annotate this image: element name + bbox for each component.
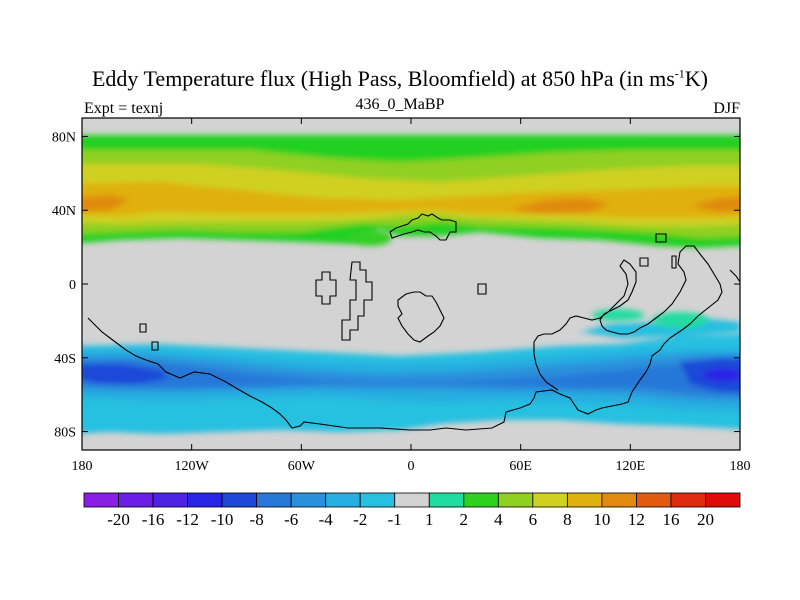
- coastline-island-1: [139, 323, 147, 333]
- colorbar-label: -8: [250, 510, 264, 529]
- sh-band-minus10-12: [702, 368, 740, 382]
- colorbar-box: [394, 492, 430, 508]
- tropical-patches: [348, 230, 708, 328]
- nh-patch-2-4-lower: [348, 230, 392, 246]
- colorbar-box: [118, 492, 154, 508]
- colorbar-label: 6: [529, 510, 538, 529]
- lon-tick-label: 180: [72, 459, 93, 474]
- title-superscript: -1: [674, 66, 685, 81]
- coastline-africa-south: [397, 291, 445, 343]
- colorbar-label: -16: [142, 510, 165, 529]
- coastline-africa-europe: [389, 213, 457, 241]
- colorbar-label: 10: [593, 510, 610, 529]
- colorbar-label: 2: [460, 510, 469, 529]
- coastline-south-america: [315, 271, 337, 305]
- coastlines: [87, 213, 740, 431]
- colorbar-box: [221, 492, 258, 508]
- colorbar-box: [359, 492, 396, 508]
- colorbar-box: [187, 492, 223, 508]
- experiment-label: Expt = texnj: [84, 100, 164, 117]
- sh-band-minus4-6: [82, 354, 740, 402]
- map-field: [82, 118, 740, 450]
- lon-tick-label: 120W: [175, 459, 210, 474]
- northern-flux-bands: [82, 135, 740, 248]
- colorbar-label: 12: [628, 510, 645, 529]
- colorbar-box: [566, 492, 603, 508]
- colorbar-label: -20: [107, 510, 130, 529]
- colorbar-box: [463, 492, 499, 508]
- colorbar-box: [705, 492, 741, 508]
- colorbar-label: -4: [319, 510, 334, 529]
- colorbar-label: -10: [211, 510, 234, 529]
- nh-band-10-12-far-east: [690, 197, 740, 212]
- colorbar-box: [325, 492, 361, 508]
- lon-tick-label: 60W: [288, 459, 316, 474]
- colorbar-label: -1: [388, 510, 402, 529]
- plot-title: Eddy Temperature flux (High Pass, Bloomf…: [0, 66, 800, 92]
- lat-tick-label: 80N: [52, 130, 76, 145]
- lon-tick-label: 60E: [509, 459, 532, 474]
- lat-tick-label: 0: [69, 278, 76, 293]
- colorbar-box: [290, 492, 327, 508]
- colorbar-label: 8: [563, 510, 572, 529]
- coastline-island-6: [671, 255, 677, 269]
- colorbar-box: [428, 492, 465, 508]
- lat-tick-label: 40N: [52, 204, 76, 219]
- colorbar-label: 20: [697, 510, 714, 529]
- colorbar-box: [256, 492, 292, 508]
- nh-band-10-12-west: [82, 195, 130, 212]
- title-end: K): [684, 66, 708, 91]
- coastline-antarctica: [87, 245, 723, 431]
- southern-flux-bands: [82, 318, 740, 434]
- coastline-asia-edge: [729, 269, 740, 283]
- colorbar: -20 -16 -12 -10 -8 -6 -4 -2 -1 1 2 4 6 8 10 12 16 20: [83, 492, 741, 529]
- colorbar-box: [601, 492, 637, 508]
- colorbar-label: 16: [662, 510, 679, 529]
- colorbar-box: [83, 492, 119, 508]
- lon-tick-label: 120E: [616, 459, 646, 474]
- lon-tick-label: 0: [408, 459, 415, 474]
- colorbar-box: [670, 492, 706, 508]
- coastline-island-5: [655, 233, 667, 243]
- colorbar-label: 1: [425, 510, 434, 529]
- tropical-patch-1: [592, 309, 644, 321]
- coastline-island-2: [151, 341, 159, 351]
- season-label: DJF: [713, 100, 740, 117]
- colorbar-label: -6: [284, 510, 298, 529]
- colorbar-box: [497, 492, 534, 508]
- coastline-island-4: [639, 257, 649, 267]
- sh-band-minus6-8: [82, 360, 740, 396]
- colorbar-box: [152, 492, 188, 508]
- colorbar-label: 4: [494, 510, 503, 529]
- lat-tick-label: 80S: [54, 426, 76, 441]
- nh-band-10-12-east: [510, 198, 610, 214]
- colorbar-box: [636, 492, 672, 508]
- lon-tick-label: 180: [730, 459, 751, 474]
- colorbar-label: -2: [353, 510, 367, 529]
- coastline-america-west: [341, 261, 373, 341]
- axes: 80N 40N 0 40S 80S 180 120W 60W 0 60E 120E 180: [52, 118, 751, 474]
- coastline-island-3: [477, 283, 487, 295]
- colorbar-box: [532, 492, 568, 508]
- colorbar-label: -12: [176, 510, 199, 529]
- tropical-patch-2: [652, 312, 708, 328]
- title-main: Eddy Temperature flux (High Pass, Bloomf…: [91, 66, 675, 91]
- lat-tick-label: 40S: [54, 352, 76, 367]
- experiment-id-label: 436_0_MaBP: [355, 96, 445, 113]
